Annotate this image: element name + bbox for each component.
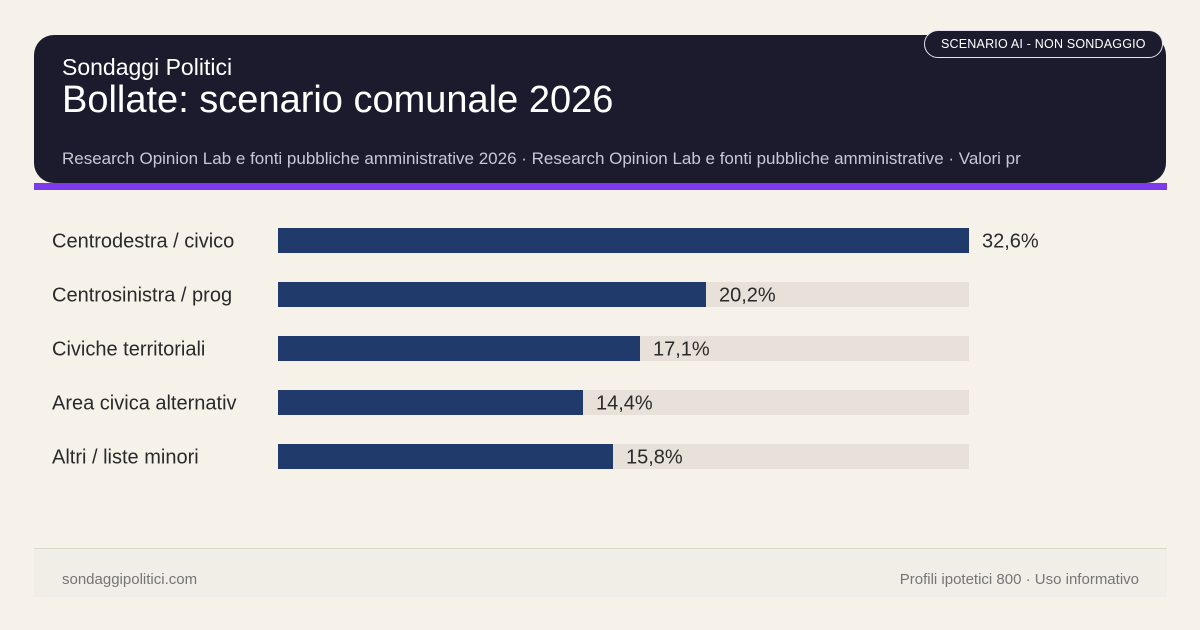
- bar: [278, 282, 706, 307]
- value-label: 15,8%: [626, 447, 683, 469]
- value-label: 14,4%: [596, 393, 653, 415]
- footer-site: sondaggipolitici.com: [62, 571, 198, 588]
- value-label: 20,2%: [719, 285, 776, 307]
- category-label: Centrodestra / civico: [52, 231, 234, 253]
- footer-note: Profili ipotetici 800 · Uso informativo: [899, 571, 1139, 588]
- category-label: Centrosinistra / prog: [52, 285, 232, 307]
- category-label: Altri / liste minori: [52, 447, 199, 469]
- value-label: 32,6%: [982, 231, 1039, 253]
- header-accent-bar: [34, 183, 1167, 190]
- page-title: Bollate: scenario comunale 2026: [62, 79, 614, 121]
- brand-name: Sondaggi Politici: [62, 54, 233, 80]
- bar: [278, 390, 583, 415]
- category-label: Area civica alternativ: [52, 393, 237, 415]
- bar: [278, 444, 613, 469]
- header-panel: Sondaggi Politici Bollate: scenario comu…: [34, 35, 1166, 183]
- scenario-badge: SCENARIO AI - NON SONDAGGIO: [924, 30, 1163, 58]
- value-label: 17,1%: [653, 339, 710, 361]
- source-note: Research Opinion Lab e fonti pubbliche a…: [62, 149, 1021, 168]
- bar: [278, 228, 969, 253]
- footer: sondaggipolitici.com Profili ipotetici 8…: [34, 548, 1167, 597]
- bar: [278, 336, 640, 361]
- category-label: Civiche territoriali: [52, 339, 205, 361]
